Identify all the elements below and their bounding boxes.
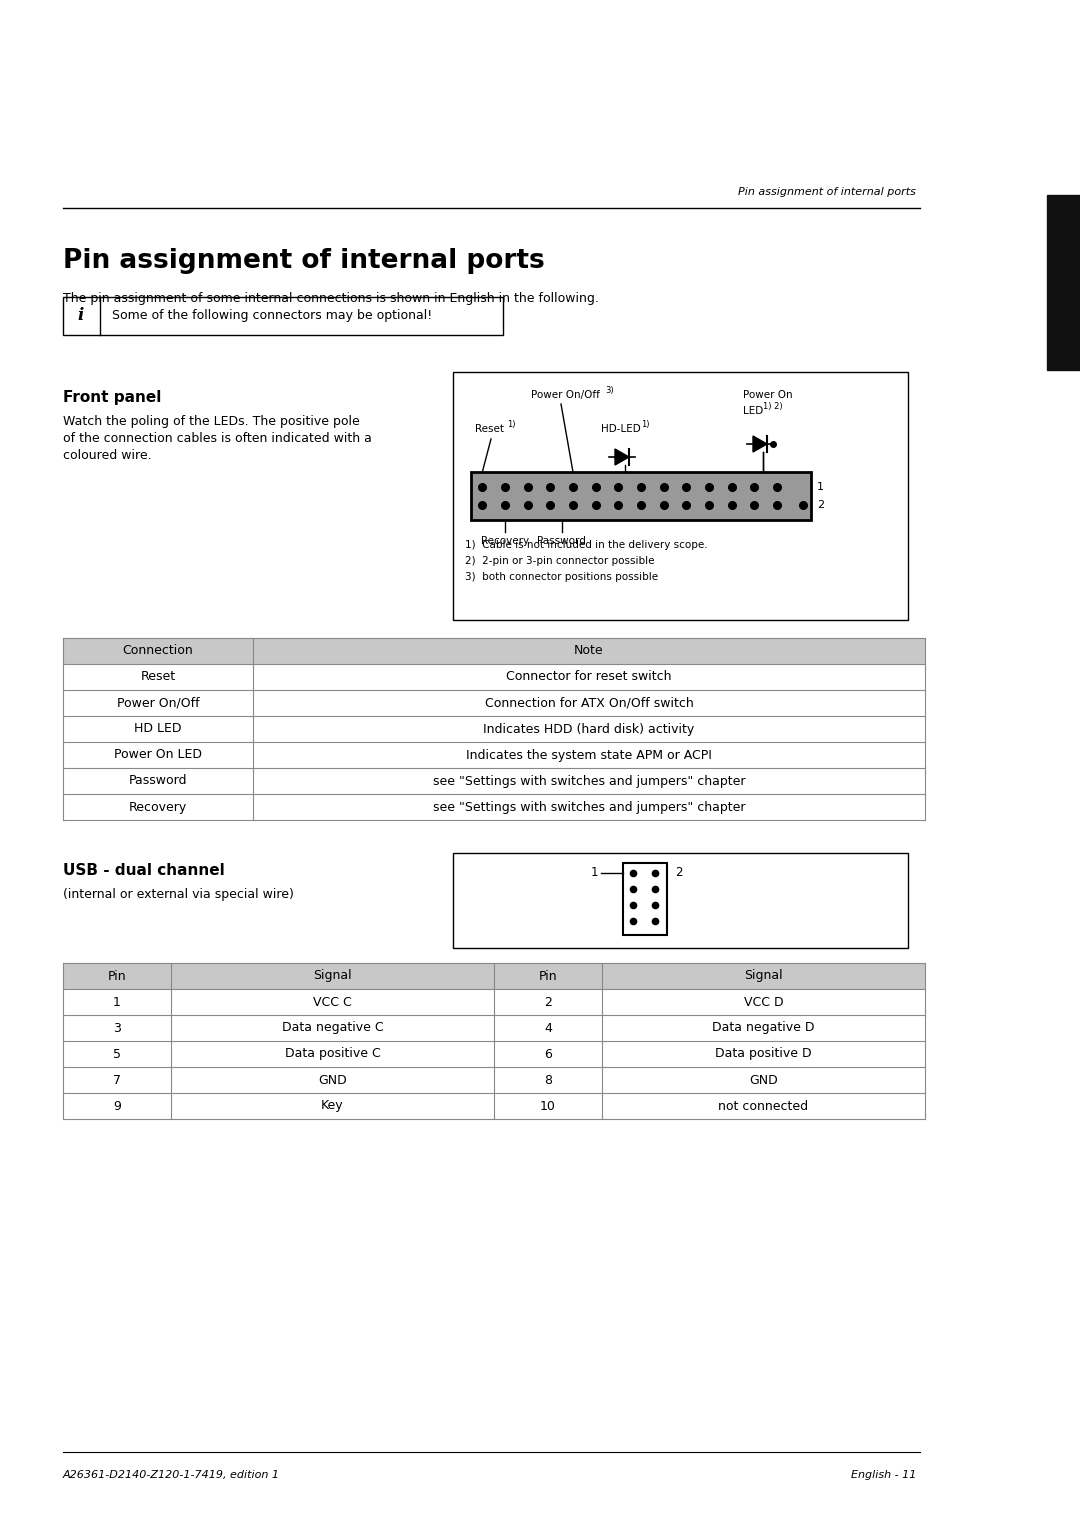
- Text: i: i: [78, 307, 84, 324]
- Text: Indicates HDD (hard disk) activity: Indicates HDD (hard disk) activity: [484, 723, 694, 735]
- Text: GND: GND: [319, 1074, 347, 1086]
- Text: of the connection cables is often indicated with a: of the connection cables is often indica…: [63, 432, 372, 445]
- Bar: [63, 296, 503, 335]
- Text: Connector for reset switch: Connector for reset switch: [507, 671, 672, 683]
- Text: 1)  Cable is not included in the delivery scope.: 1) Cable is not included in the delivery…: [465, 539, 707, 550]
- Bar: [453, 371, 908, 620]
- Text: Indicates the system state APM or ACPI: Indicates the system state APM or ACPI: [467, 749, 712, 761]
- Text: Reset: Reset: [140, 671, 176, 683]
- Text: 1: 1: [113, 996, 121, 1008]
- Text: 2: 2: [544, 996, 552, 1008]
- Text: Key: Key: [321, 1100, 343, 1112]
- Text: Pin assignment of internal ports: Pin assignment of internal ports: [63, 248, 544, 274]
- Text: 3)  both connector positions possible: 3) both connector positions possible: [465, 571, 658, 582]
- Text: A26361-D2140-Z120-1-7419, edition 1: A26361-D2140-Z120-1-7419, edition 1: [63, 1470, 280, 1481]
- Text: English - 11: English - 11: [851, 1470, 916, 1481]
- Text: see "Settings with switches and jumpers" chapter: see "Settings with switches and jumpers"…: [433, 775, 745, 787]
- Text: Power On/Off: Power On/Off: [117, 697, 200, 709]
- Text: Note: Note: [575, 645, 604, 657]
- Text: Signal: Signal: [313, 969, 352, 983]
- Bar: [623, 863, 667, 935]
- Bar: [1047, 196, 1080, 370]
- Text: HD LED: HD LED: [134, 723, 181, 735]
- Text: 9: 9: [113, 1100, 121, 1112]
- Text: Pin: Pin: [539, 969, 557, 983]
- Bar: [63, 963, 924, 989]
- Text: 1): 1): [642, 420, 649, 429]
- Text: 2)  2-pin or 3-pin connector possible: 2) 2-pin or 3-pin connector possible: [465, 556, 654, 565]
- Text: 1): 1): [507, 420, 515, 429]
- Text: Power On LED: Power On LED: [114, 749, 202, 761]
- Text: Data negative D: Data negative D: [712, 1022, 814, 1034]
- Text: 2: 2: [675, 866, 683, 880]
- Text: Data positive D: Data positive D: [715, 1048, 812, 1060]
- Text: 4: 4: [544, 1022, 552, 1034]
- Text: 3: 3: [113, 1022, 121, 1034]
- Text: Recovery: Recovery: [481, 536, 529, 545]
- Text: Connection for ATX On/Off switch: Connection for ATX On/Off switch: [485, 697, 693, 709]
- Text: Connection: Connection: [123, 645, 193, 657]
- Text: Recovery: Recovery: [129, 801, 187, 813]
- Text: HD-LED: HD-LED: [600, 423, 640, 434]
- Bar: [471, 472, 811, 520]
- Text: 5: 5: [113, 1048, 121, 1060]
- Text: 10: 10: [540, 1100, 556, 1112]
- Text: VCC D: VCC D: [744, 996, 783, 1008]
- Text: 1: 1: [816, 481, 824, 492]
- Text: (internal or external via special wire): (internal or external via special wire): [63, 888, 294, 902]
- Bar: [453, 853, 908, 947]
- Text: 8: 8: [544, 1074, 552, 1086]
- Text: Data negative C: Data negative C: [282, 1022, 383, 1034]
- Bar: [63, 639, 924, 665]
- Text: Power On/Off: Power On/Off: [531, 390, 599, 400]
- Text: see "Settings with switches and jumpers" chapter: see "Settings with switches and jumpers"…: [433, 801, 745, 813]
- Text: Signal: Signal: [744, 969, 783, 983]
- Text: not connected: not connected: [718, 1100, 809, 1112]
- Text: coloured wire.: coloured wire.: [63, 449, 151, 461]
- Text: 1) 2): 1) 2): [762, 402, 783, 411]
- Text: 7: 7: [113, 1074, 121, 1086]
- Polygon shape: [615, 449, 629, 465]
- Text: Password: Password: [537, 536, 586, 545]
- Text: Password: Password: [129, 775, 187, 787]
- Text: 3): 3): [605, 387, 613, 396]
- Text: USB - dual channel: USB - dual channel: [63, 863, 225, 879]
- Text: 2: 2: [816, 500, 824, 510]
- Text: Data positive C: Data positive C: [285, 1048, 380, 1060]
- Text: 6: 6: [544, 1048, 552, 1060]
- Text: Pin: Pin: [108, 969, 126, 983]
- Text: LED: LED: [743, 406, 764, 416]
- Text: The pin assignment of some internal connections is shown in English in the follo: The pin assignment of some internal conn…: [63, 292, 599, 306]
- Text: 1: 1: [591, 866, 598, 880]
- Text: Front panel: Front panel: [63, 390, 161, 405]
- Text: Some of the following connectors may be optional!: Some of the following connectors may be …: [112, 310, 432, 322]
- Text: GND: GND: [750, 1074, 778, 1086]
- Text: VCC C: VCC C: [313, 996, 352, 1008]
- Text: Pin assignment of internal ports: Pin assignment of internal ports: [738, 186, 916, 197]
- Text: Reset: Reset: [475, 423, 504, 434]
- Text: Power On: Power On: [743, 390, 793, 400]
- Text: Watch the poling of the LEDs. The positive pole: Watch the poling of the LEDs. The positi…: [63, 416, 360, 428]
- Polygon shape: [753, 435, 767, 452]
